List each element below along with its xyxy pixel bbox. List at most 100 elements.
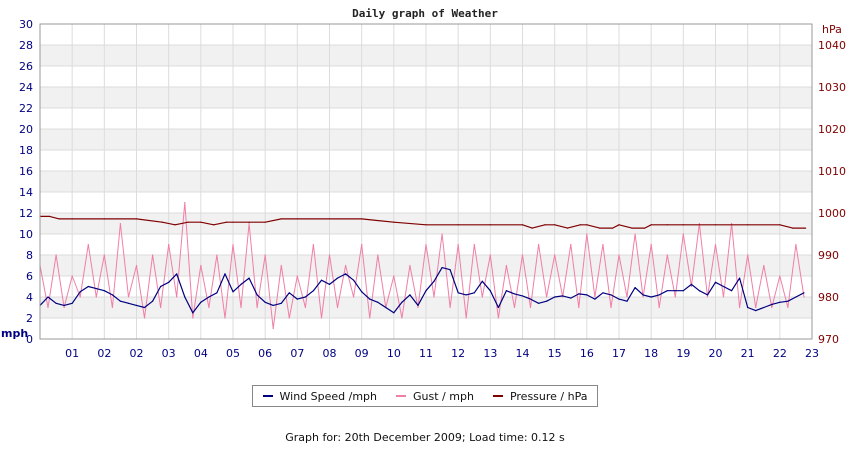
x-tick-label: 09 (355, 347, 369, 360)
data-point (586, 294, 588, 296)
data-point (174, 224, 176, 226)
data-point (599, 227, 601, 229)
data-point (111, 306, 113, 309)
x-tick-label: 05 (226, 347, 240, 360)
data-point (417, 306, 419, 309)
data-point (554, 254, 556, 256)
data-point (473, 292, 475, 294)
data-point (401, 317, 403, 319)
data-point (296, 275, 298, 277)
data-point (49, 215, 51, 217)
x-tick-label: 02 (130, 347, 144, 360)
data-point (537, 302, 540, 304)
data-point (127, 302, 130, 304)
data-point (393, 275, 395, 277)
data-point (312, 243, 315, 246)
x-tick-label: 12 (451, 347, 465, 360)
data-point (579, 224, 582, 226)
series-line-wind-speed-mph (39, 267, 805, 314)
data-point (143, 317, 146, 319)
data-point (690, 283, 692, 285)
data-point (779, 301, 781, 303)
data-point (449, 269, 451, 271)
data-point (425, 290, 427, 292)
data-point (795, 296, 797, 298)
data-point (747, 306, 749, 309)
x-tick-label: 03 (162, 347, 176, 360)
data-point (304, 306, 306, 309)
left-tick-label: 0 (26, 333, 33, 346)
data-point (690, 285, 692, 288)
data-point (513, 293, 516, 295)
left-tick-label: 28 (19, 39, 33, 52)
right-tick-label: 990 (818, 249, 839, 262)
data-point (160, 285, 162, 288)
series-layer (39, 201, 807, 330)
legend-swatch-pressure (492, 395, 503, 397)
data-point (377, 301, 379, 303)
data-point (722, 296, 725, 298)
data-point (417, 304, 419, 306)
data-point (602, 292, 604, 294)
left-tick-label: 10 (19, 228, 33, 241)
data-point (489, 254, 491, 256)
data-point (682, 224, 684, 226)
plot-frame (39, 23, 813, 340)
data-point (328, 283, 331, 285)
data-point (361, 218, 363, 220)
data-point (698, 222, 701, 225)
data-point (497, 306, 499, 309)
data-point (562, 295, 564, 297)
data-point (264, 221, 266, 223)
data-point (546, 300, 548, 302)
data-point (47, 306, 49, 309)
data-point (344, 273, 347, 275)
data-point (248, 222, 250, 225)
data-point (361, 291, 363, 293)
left-tick-label: 12 (19, 207, 33, 220)
data-point (457, 243, 459, 246)
right-axis-ticks: 970 980 990 1000 1010 1020 1030 1040 (818, 39, 846, 346)
data-point (513, 306, 516, 309)
data-point (779, 275, 781, 277)
data-point (264, 301, 266, 303)
x-tick-label: 11 (419, 347, 433, 360)
data-point (312, 290, 315, 292)
data-point (554, 296, 556, 298)
x-tick-label: 06 (258, 347, 272, 360)
data-point (602, 243, 604, 246)
data-point (618, 298, 620, 300)
data-point (160, 306, 162, 309)
data-point (803, 296, 805, 298)
data-point (168, 243, 170, 246)
data-point (256, 294, 258, 296)
right-tick-label: 970 (818, 333, 839, 346)
data-point (248, 277, 250, 279)
right-tick-label: 1000 (818, 207, 846, 220)
data-point (135, 264, 138, 267)
data-point (674, 290, 676, 292)
graph-footer: Graph for: 20th December 2009; Load time… (285, 431, 565, 444)
x-tick-label: 21 (741, 347, 755, 360)
data-point (304, 296, 306, 298)
x-tick-label: 02 (97, 347, 111, 360)
data-point (626, 300, 628, 302)
data-point (187, 221, 189, 223)
data-point (698, 290, 701, 292)
data-point (272, 304, 274, 306)
data-point (151, 300, 154, 302)
data-point (722, 285, 725, 288)
data-point (441, 267, 443, 269)
data-point (787, 306, 789, 309)
data-point (143, 306, 146, 309)
data-point (465, 294, 467, 296)
left-tick-label: 20 (19, 123, 33, 136)
data-point (176, 296, 178, 298)
data-point (288, 317, 290, 319)
x-axis-ticks: 01 02 02 03 04 05 06 07 08 09 10 11 12 13 14 15 16 17 18 19… (65, 347, 819, 360)
data-point (344, 264, 347, 267)
data-point (618, 254, 620, 256)
x-tick-label: 15 (548, 347, 562, 360)
data-point (135, 218, 138, 220)
